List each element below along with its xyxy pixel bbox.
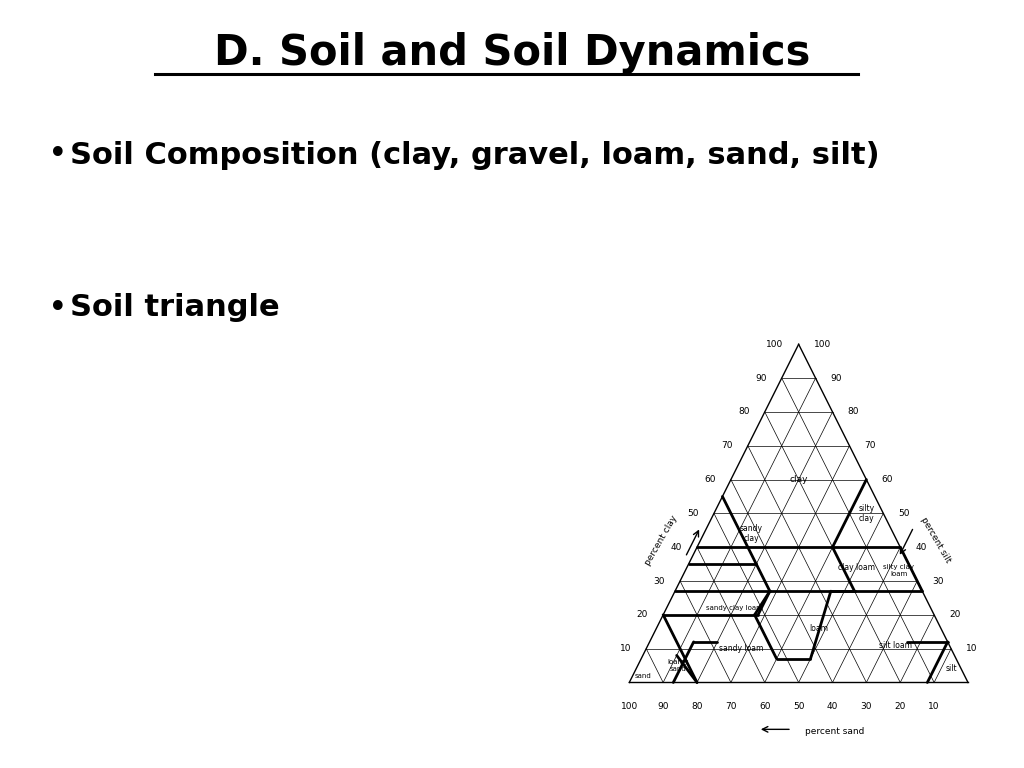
Text: 90: 90 xyxy=(755,373,766,382)
Text: 60: 60 xyxy=(759,702,770,711)
Text: 10: 10 xyxy=(620,644,631,653)
Text: sand: sand xyxy=(635,673,651,679)
Text: silt: silt xyxy=(945,664,956,674)
Text: 80: 80 xyxy=(691,702,702,711)
Text: 20: 20 xyxy=(895,702,906,711)
Text: 40: 40 xyxy=(826,702,839,711)
Text: 70: 70 xyxy=(721,442,732,450)
Text: sandy
clay: sandy clay xyxy=(739,524,763,544)
Text: sandy clay loam: sandy clay loam xyxy=(706,605,763,611)
Text: 90: 90 xyxy=(830,373,843,382)
Text: 40: 40 xyxy=(915,543,927,551)
Text: 90: 90 xyxy=(657,702,669,711)
Text: 60: 60 xyxy=(705,475,716,484)
Text: 50: 50 xyxy=(793,702,805,711)
Text: 100: 100 xyxy=(621,702,638,711)
Text: loamy
sand: loamy sand xyxy=(668,659,689,672)
Text: loam: loam xyxy=(809,624,828,633)
Text: 30: 30 xyxy=(653,577,665,585)
Text: 80: 80 xyxy=(738,408,750,416)
Text: 60: 60 xyxy=(882,475,893,484)
Text: •: • xyxy=(48,292,68,325)
Text: 70: 70 xyxy=(725,702,736,711)
Text: 30: 30 xyxy=(933,577,944,585)
Text: silty clay
loam: silty clay loam xyxy=(883,564,914,578)
Text: 50: 50 xyxy=(899,509,910,518)
Text: 40: 40 xyxy=(671,543,682,551)
Text: 10: 10 xyxy=(929,702,940,711)
Text: 50: 50 xyxy=(687,509,698,518)
Text: percent silt: percent silt xyxy=(920,516,952,565)
Text: silt loam: silt loam xyxy=(879,641,911,650)
Text: 20: 20 xyxy=(637,611,648,619)
Text: 80: 80 xyxy=(848,408,859,416)
Text: 10: 10 xyxy=(967,644,978,653)
Text: percent clay: percent clay xyxy=(643,514,680,567)
Text: 100: 100 xyxy=(766,339,783,349)
Text: Soil triangle: Soil triangle xyxy=(70,293,280,323)
Text: clay: clay xyxy=(790,475,808,484)
Text: 100: 100 xyxy=(814,339,831,349)
Text: •: • xyxy=(48,138,68,171)
Text: percent sand: percent sand xyxy=(806,727,865,736)
Text: clay loam: clay loam xyxy=(838,563,874,572)
Text: silty
clay: silty clay xyxy=(858,504,874,523)
Text: 70: 70 xyxy=(864,442,877,450)
Text: Soil Composition (clay, gravel, loam, sand, silt): Soil Composition (clay, gravel, loam, sa… xyxy=(70,141,880,170)
Text: sandy loam: sandy loam xyxy=(719,644,763,653)
Text: 20: 20 xyxy=(949,611,961,619)
Text: D. Soil and Soil Dynamics: D. Soil and Soil Dynamics xyxy=(214,32,810,74)
Text: 30: 30 xyxy=(860,702,872,711)
